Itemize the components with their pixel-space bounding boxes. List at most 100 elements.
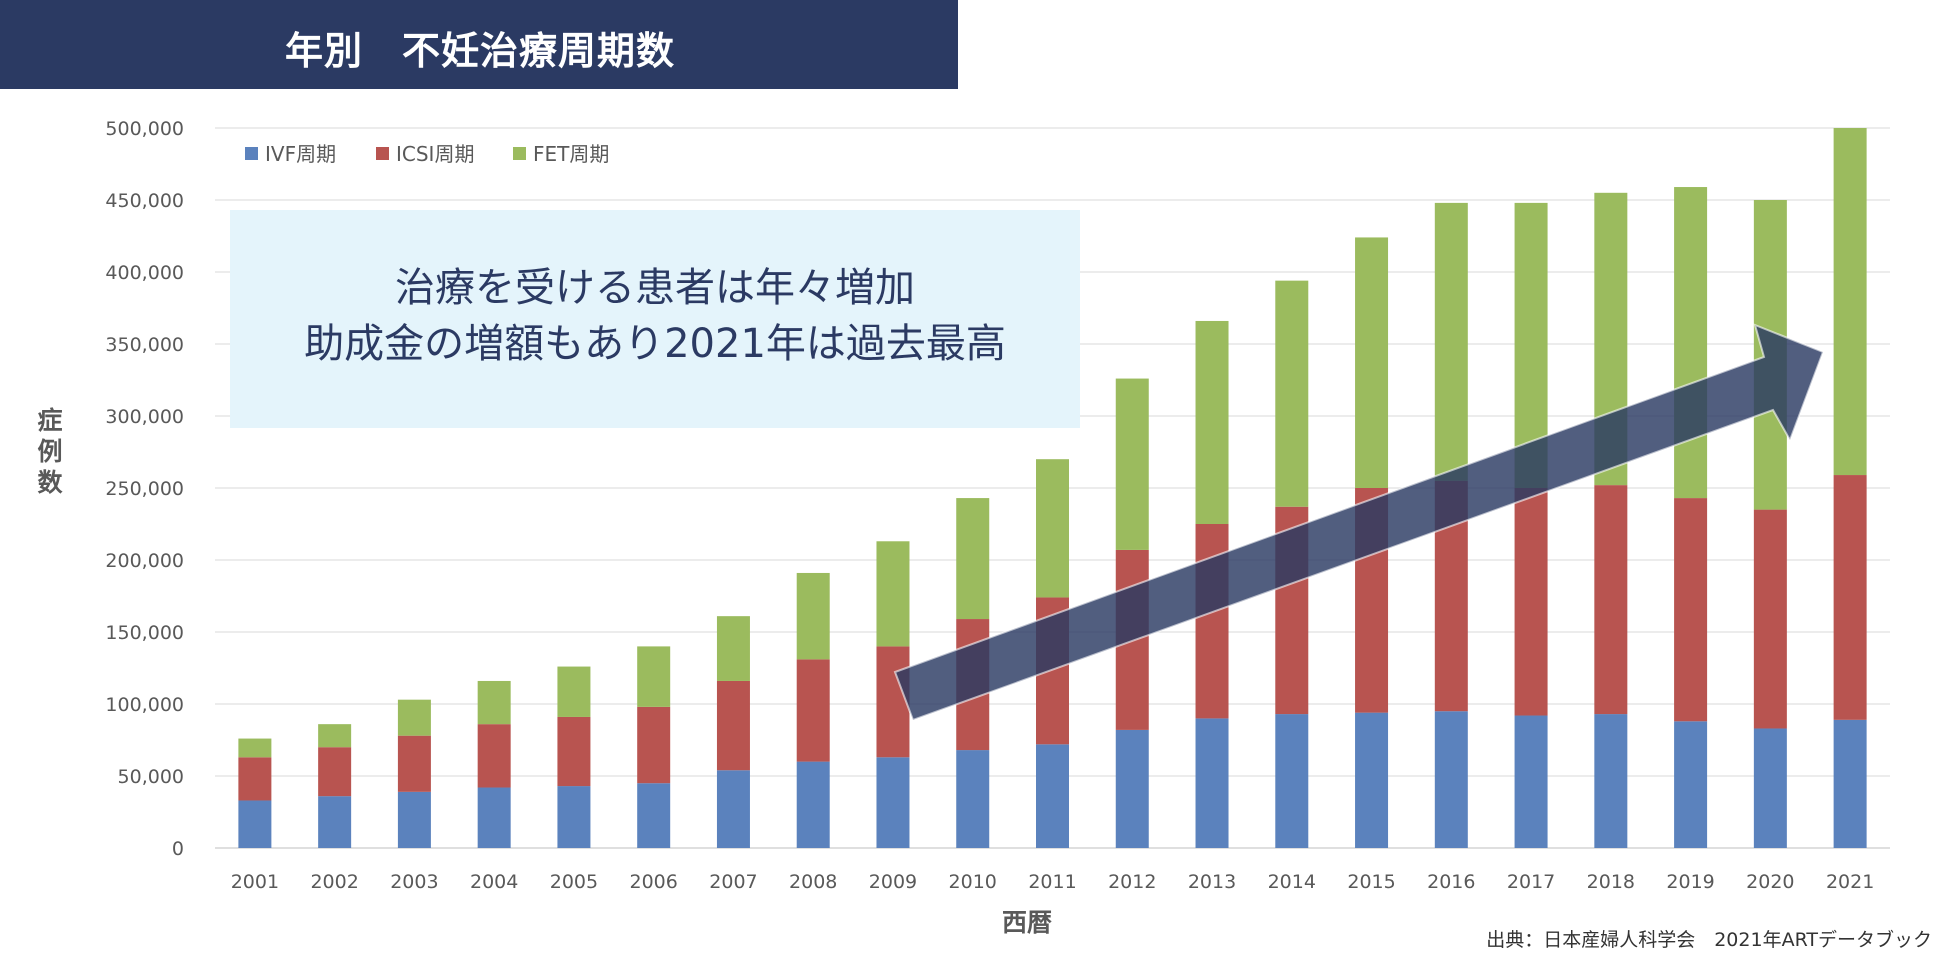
bar-ivf-2013 xyxy=(1195,718,1229,848)
bar-icsi-2018 xyxy=(1594,485,1628,715)
bar-icsi-2021 xyxy=(1833,475,1867,720)
bar-fet-2004 xyxy=(477,680,511,725)
bar-fet-2005 xyxy=(557,666,591,717)
bar-fet-2007 xyxy=(716,616,750,681)
bar-icsi-2001 xyxy=(238,757,272,801)
bar-fet-2011 xyxy=(1036,459,1069,598)
bar-fet-2014 xyxy=(1275,280,1309,507)
bar-ivf-2009 xyxy=(876,757,910,848)
bar-fet-2002 xyxy=(318,724,352,748)
x-tick-label: 2007 xyxy=(709,871,757,893)
bar-fet-2003 xyxy=(397,699,431,736)
bar-ivf-2010 xyxy=(956,750,990,848)
bar-fet-2019 xyxy=(1674,187,1708,499)
source-note: 出典：日本産婦人科学会 2021年ARTデータブック xyxy=(1486,929,1932,951)
bar-fet-2012 xyxy=(1115,378,1149,550)
y-tick-label: 50,000 xyxy=(118,766,184,788)
bar-fet-2008 xyxy=(796,572,830,660)
bar-ivf-2006 xyxy=(637,783,671,848)
bar-icsi-2007 xyxy=(716,680,750,771)
bar-ivf-2020 xyxy=(1753,728,1787,848)
legend-label-fet: FET周期 xyxy=(533,142,609,166)
x-tick-label: 2005 xyxy=(550,871,598,893)
bar-icsi-2002 xyxy=(318,747,352,797)
x-tick-label: 2010 xyxy=(949,871,997,893)
bar-fet-2001 xyxy=(238,738,272,758)
y-tick-label: 200,000 xyxy=(105,550,184,572)
bar-ivf-2001 xyxy=(238,800,272,848)
bar-icsi-2009 xyxy=(876,646,910,758)
bar-fet-2016 xyxy=(1434,202,1468,481)
legend-swatch-icsi xyxy=(376,147,389,160)
bar-ivf-2011 xyxy=(1036,744,1069,848)
y-tick-label: 150,000 xyxy=(105,622,184,644)
x-tick-label: 2015 xyxy=(1347,871,1395,893)
y-tick-label: 0 xyxy=(172,838,184,860)
bar-icsi-2004 xyxy=(477,724,511,788)
page-title: 年別 不妊治療周期数 xyxy=(285,29,676,73)
bar-fet-2021 xyxy=(1833,128,1867,476)
x-tick-label: 2001 xyxy=(231,871,279,893)
x-tick-label: 2021 xyxy=(1826,871,1874,893)
bar-ivf-2017 xyxy=(1514,715,1548,848)
bar-icsi-2020 xyxy=(1753,509,1787,729)
x-tick-label: 2011 xyxy=(1028,871,1076,893)
y-axis-label: 症 例 数 xyxy=(37,406,63,497)
bar-icsi-2019 xyxy=(1674,498,1708,722)
legend-label-icsi: ICSI周期 xyxy=(396,142,474,166)
x-tick-label: 2016 xyxy=(1427,871,1475,893)
x-axis-ticks: 2001 2002 2003 2004 2005 2006 2007 2008 2009 2010… xyxy=(231,871,1875,893)
bar-ivf-2019 xyxy=(1674,721,1708,848)
bar-fet-2006 xyxy=(637,646,671,707)
bar-ivf-2012 xyxy=(1115,729,1149,848)
bar-ivf-2005 xyxy=(557,786,591,848)
callout-line-2: 助成金の増額もあり2021年は過去最高 xyxy=(304,321,1006,367)
y-tick-label: 350,000 xyxy=(105,334,184,356)
bar-ivf-2008 xyxy=(796,761,830,848)
y-tick-label: 450,000 xyxy=(105,190,184,212)
x-tick-label: 2014 xyxy=(1268,871,1316,893)
x-tick-label: 2006 xyxy=(630,871,678,893)
bar-ivf-2002 xyxy=(318,796,352,848)
y-tick-label: 500,000 xyxy=(105,118,184,140)
bar-icsi-2017 xyxy=(1514,488,1548,716)
trend-arrow xyxy=(893,323,1825,722)
bar-ivf-2021 xyxy=(1833,719,1867,848)
x-tick-label: 2013 xyxy=(1188,871,1236,893)
bar-ivf-2003 xyxy=(397,791,431,848)
y-tick-label: 100,000 xyxy=(105,694,184,716)
x-tick-label: 2003 xyxy=(390,871,438,893)
legend-swatch-fet xyxy=(513,147,526,160)
bar-icsi-2008 xyxy=(796,659,830,762)
bar-icsi-2006 xyxy=(637,706,671,784)
bar-fet-2015 xyxy=(1355,237,1389,488)
x-tick-label: 2017 xyxy=(1507,871,1555,893)
bar-ivf-2014 xyxy=(1275,714,1309,848)
y-axis-ticks: 0 50,000 100,000 150,000 200,000 250,000 300,0… xyxy=(105,118,184,860)
x-tick-label: 2004 xyxy=(470,871,518,893)
legend-swatch-ivf xyxy=(245,147,258,160)
x-tick-label: 2009 xyxy=(869,871,917,893)
bar-ivf-2015 xyxy=(1355,712,1389,848)
y-tick-label: 400,000 xyxy=(105,262,184,284)
bar-fet-2010 xyxy=(956,498,990,620)
bar-icsi-2005 xyxy=(557,716,591,787)
x-tick-label: 2002 xyxy=(310,871,358,893)
x-tick-label: 2019 xyxy=(1666,871,1714,893)
bar-fet-2009 xyxy=(876,541,910,647)
bar-fet-2013 xyxy=(1195,320,1229,524)
x-tick-label: 2008 xyxy=(789,871,837,893)
x-tick-label: 2012 xyxy=(1108,871,1156,893)
title-banner: 年別 不妊治療周期数 xyxy=(0,0,958,89)
bar-ivf-2016 xyxy=(1434,711,1468,848)
bar-ivf-2018 xyxy=(1594,714,1628,848)
x-axis-label: 西暦 xyxy=(1002,908,1053,937)
callout-line-1: 治療を受ける患者は年々増加 xyxy=(395,265,915,311)
legend-label-ivf: IVF周期 xyxy=(265,142,336,166)
bar-icsi-2003 xyxy=(397,735,431,792)
bar-ivf-2004 xyxy=(477,787,511,848)
x-tick-label: 2018 xyxy=(1587,871,1635,893)
y-tick-label: 250,000 xyxy=(105,478,184,500)
legend: IVF周期 ICSI周期 FET周期 xyxy=(245,142,609,166)
